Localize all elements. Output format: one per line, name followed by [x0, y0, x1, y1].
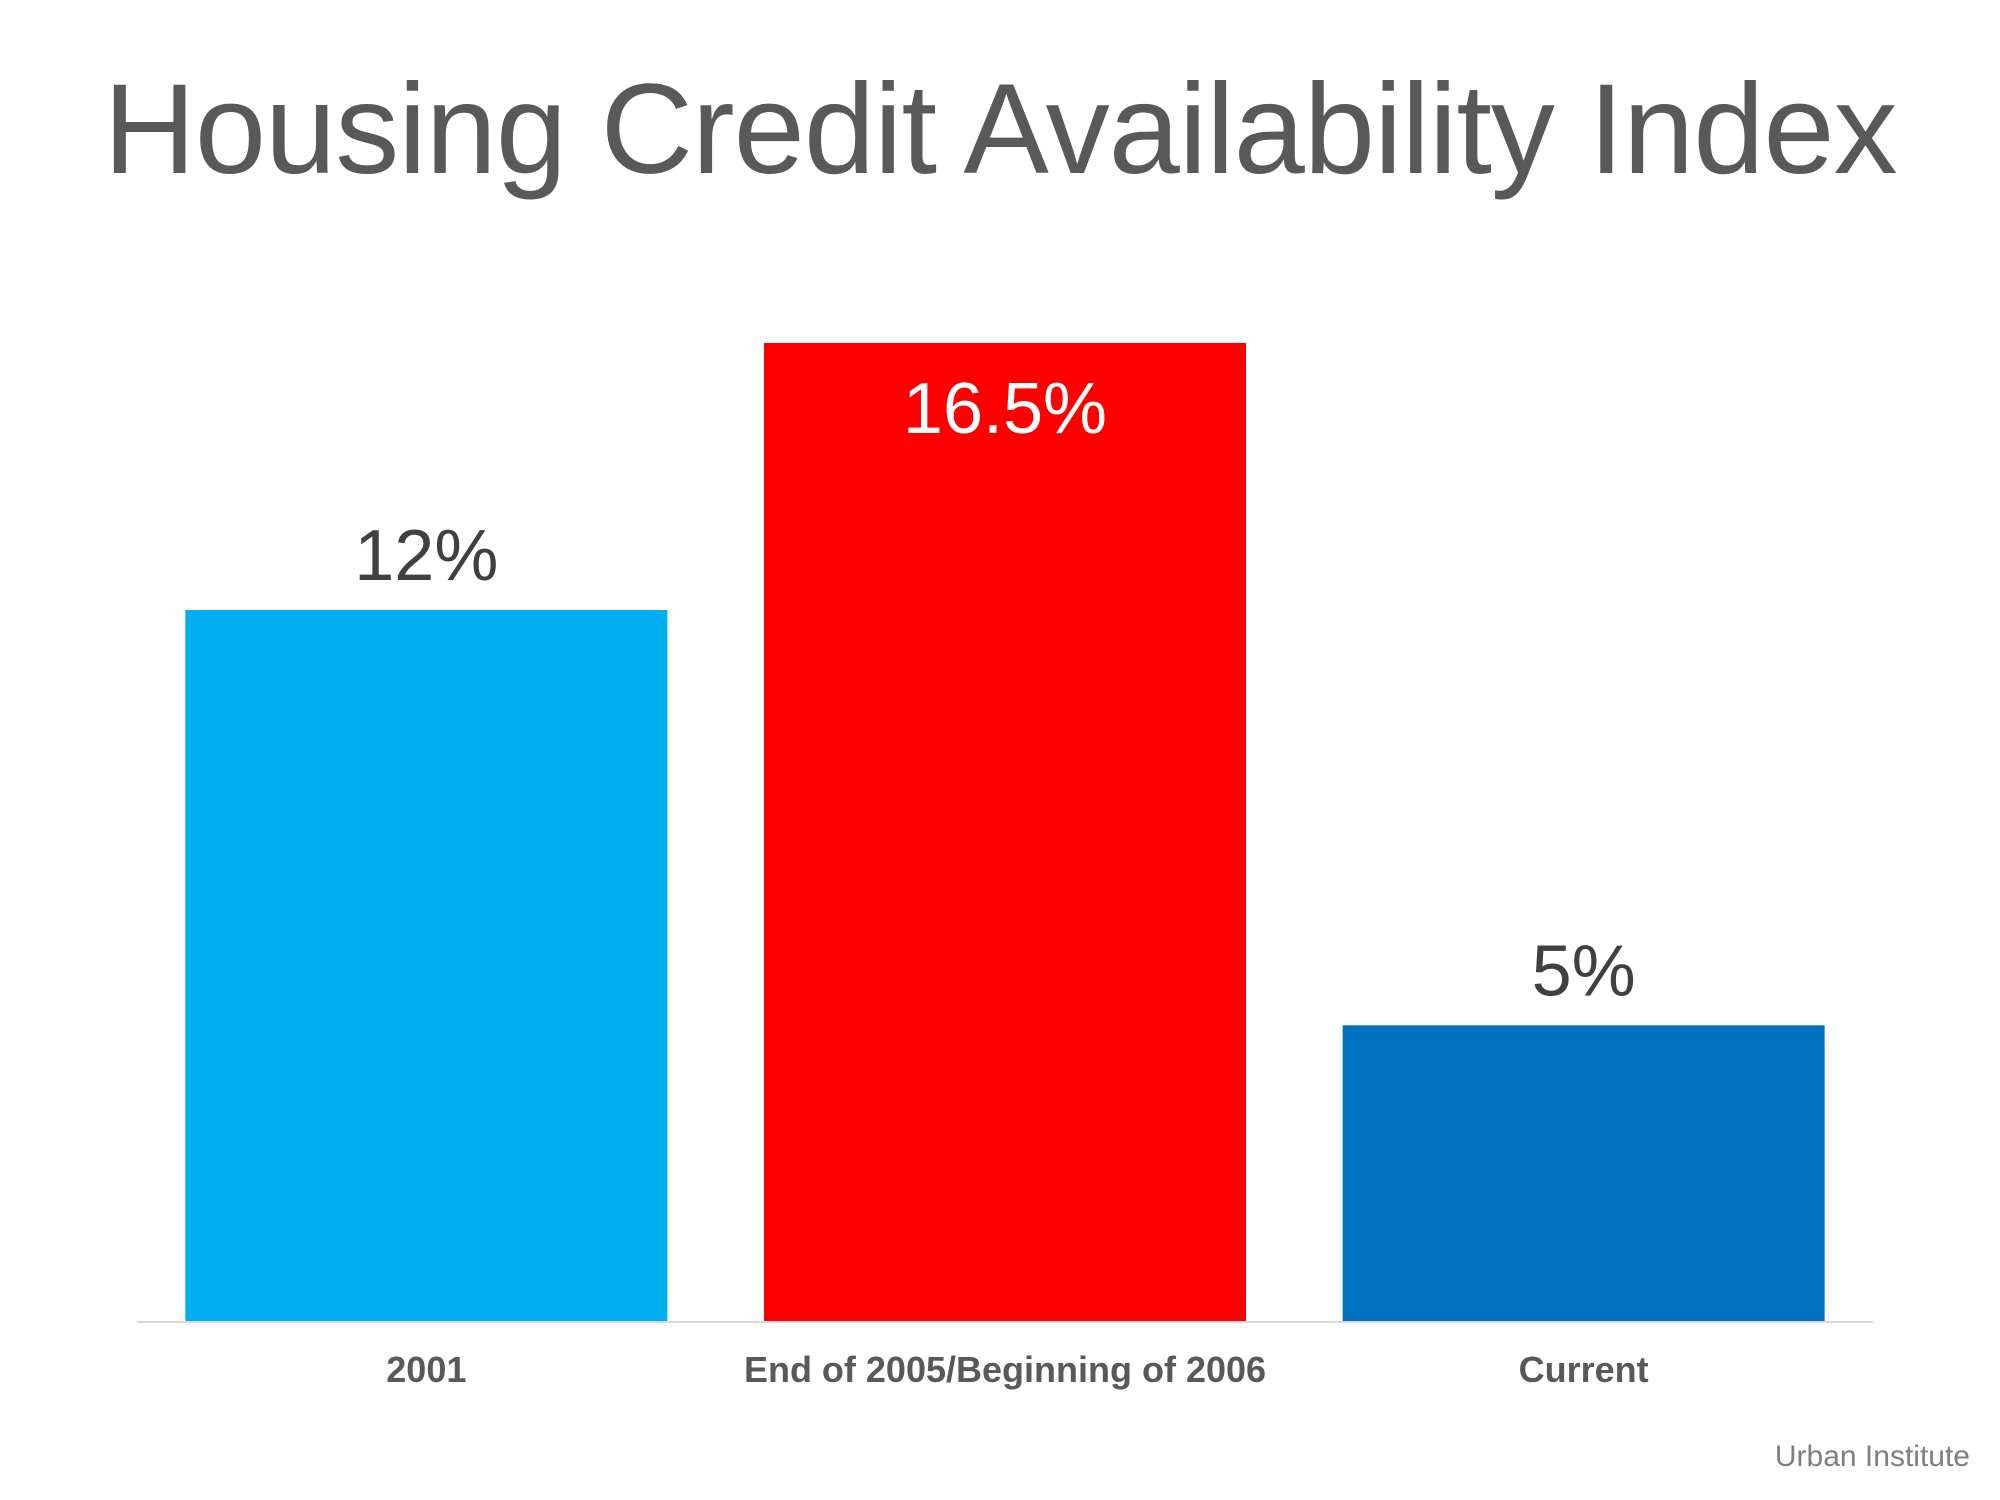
- category-labels-group: 2001 End of 2005/Beginning of 2006 Current: [386, 1349, 1648, 1390]
- value-label-0: 12%: [354, 516, 498, 596]
- value-label-1: 16.5%: [903, 369, 1107, 449]
- category-label-2: Current: [1519, 1349, 1649, 1390]
- category-label-0: 2001: [386, 1349, 466, 1390]
- bar-0: [185, 610, 667, 1322]
- bar-2: [1343, 1025, 1825, 1322]
- bar-1: [764, 343, 1246, 1322]
- category-label-1: End of 2005/Beginning of 2006: [744, 1349, 1266, 1390]
- source-note: Urban Institute: [1775, 1440, 1970, 1474]
- bars-group: [185, 343, 1824, 1322]
- value-label-2: 5%: [1532, 931, 1636, 1011]
